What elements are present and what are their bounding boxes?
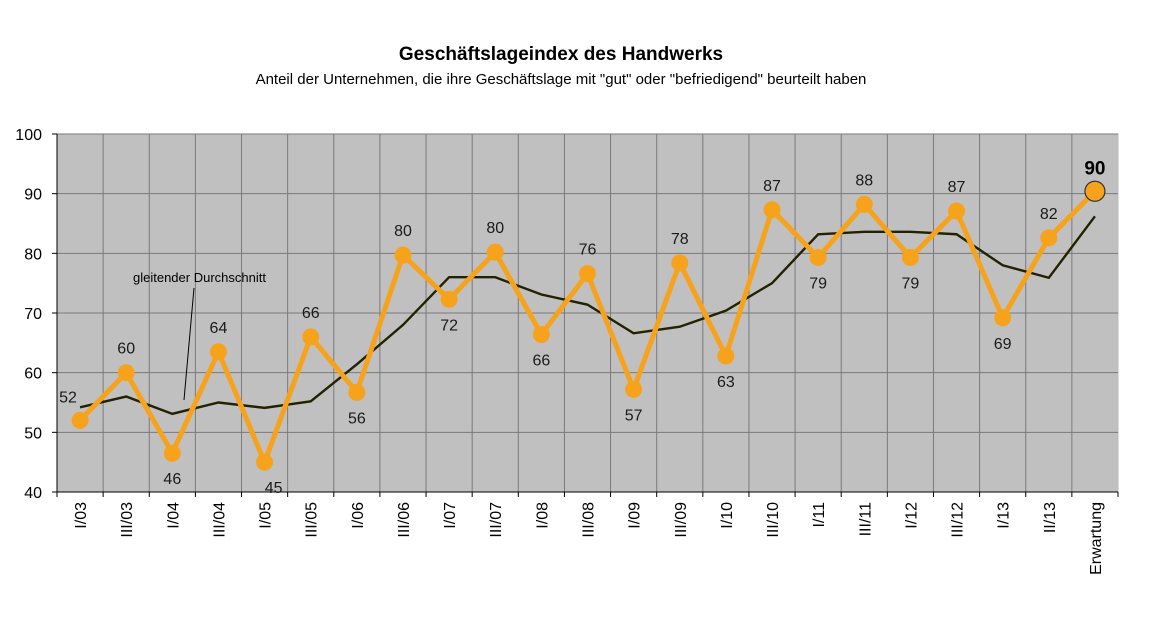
index-point [209,343,227,361]
y-tick-label: 100 [15,127,42,144]
x-tick-label: III/11 [857,502,874,536]
y-axis-ticks: 40 50 60 70 80 90 100 [15,127,57,502]
index-point [1040,229,1058,247]
index-point [256,453,274,471]
x-tick-label: I/13 [996,502,1013,529]
index-point [901,249,919,267]
index-series [71,180,1106,471]
x-tick-label: I/03 [73,502,90,529]
x-tick-label: III/12 [950,502,967,538]
index-point [348,383,366,401]
x-tick-label: III/09 [673,502,690,538]
index-point [579,265,596,283]
x-tick-label: I/07 [442,502,459,529]
x-tick-label: II/13 [1042,502,1059,533]
x-tick-label: III/05 [304,502,321,538]
y-tick-label: 40 [24,485,42,502]
index-point [809,249,827,267]
x-tick-label: III/04 [211,502,228,538]
data-label: 56 [348,410,366,427]
annotation: gleitender Durchschnitt [133,270,266,401]
x-tick-label: I/12 [903,502,920,529]
x-tick-label: I/09 [627,502,644,529]
index-point [440,290,458,308]
index-point [994,309,1012,327]
moving-average-annotation: gleitender Durchschnitt [133,270,266,285]
gridlines [57,133,1118,492]
x-tick-label: III/03 [119,502,136,538]
index-point [532,325,550,343]
index-point [486,243,504,261]
chart-title: Geschäftslageindex des Handwerks [399,44,723,65]
index-point [855,195,873,213]
y-tick-label: 90 [24,187,42,204]
annotation-pointer [183,287,195,401]
x-tick-label: III/07 [488,502,505,538]
data-labels: 52 60 46 64 45 66 56 80 72 80 66 76 57 78 63 87 79 88 79 87… [59,158,1105,497]
y-tick-label: 60 [24,366,42,383]
index-point [117,364,135,382]
x-tick-label: Erwartung [1088,502,1105,575]
y-tick-label: 70 [24,306,42,323]
x-tick-label: I/05 [258,502,275,529]
data-label: 90 [1084,158,1105,179]
index-point [671,254,689,272]
x-tick-label: I/04 [165,502,182,529]
data-label: 45 [265,480,283,497]
index-point [163,444,181,462]
data-label: 69 [994,336,1012,353]
x-tick-label: I/08 [534,502,551,529]
index-point-forecast [1084,180,1106,202]
moving-average-series [79,215,1096,416]
chart-subtitle: Anteil der Unternehmen, die ihre Geschäf… [256,71,867,88]
data-label: 87 [763,178,781,195]
data-label: 66 [302,305,320,322]
index-point [394,246,412,264]
data-label: 80 [486,220,504,237]
moving-average-line [79,215,1096,416]
x-tick-label: III/06 [396,502,413,538]
data-label: 87 [948,179,966,196]
x-tick-label: I/10 [719,502,736,529]
data-label: 79 [902,276,920,293]
data-label: 72 [440,317,458,334]
index-point [625,380,643,398]
data-label: 63 [717,374,735,391]
x-tick-label: III/08 [581,502,598,538]
index-point [717,347,735,365]
data-label: 88 [855,172,873,189]
data-label: 60 [117,341,135,358]
y-tick-label: 50 [24,425,42,442]
data-label: 80 [394,223,412,240]
data-label: 52 [59,389,77,406]
data-label: 82 [1040,206,1058,223]
data-label: 66 [532,352,550,369]
data-label: 64 [210,320,228,337]
index-point [71,411,89,429]
data-label: 78 [671,231,689,248]
index-point [302,328,320,346]
y-tick-label: 80 [24,246,42,263]
x-tick-label: I/06 [350,502,367,529]
data-label: 57 [625,407,643,424]
x-tick-label: I/11 [811,502,828,528]
x-tick-label: III/10 [765,502,782,538]
x-axis-ticks: I/03 III/03 I/04 III/04 I/05 III/05 I/06 III/06… [73,502,1105,575]
data-label: 79 [809,276,827,293]
data-label: 46 [163,471,181,488]
index-point [948,202,966,220]
index-point [763,201,781,219]
data-label: 76 [579,242,597,259]
